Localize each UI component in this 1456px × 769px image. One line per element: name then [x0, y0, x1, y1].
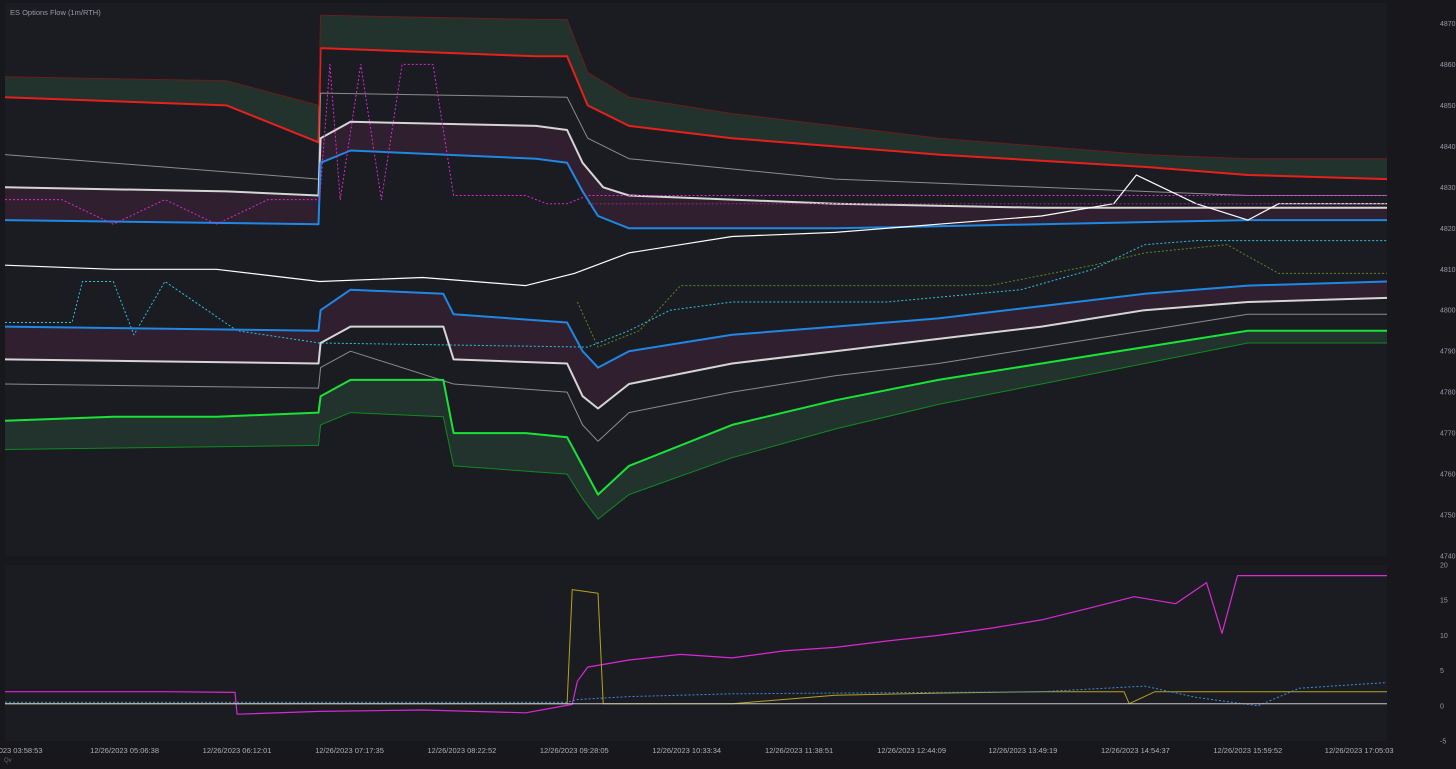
indicator-series-line-1 [5, 575, 1387, 715]
main-y-tick-label: 4820 [1440, 226, 1456, 233]
time-axis-ticks: 12/26/2023 03:58:53 12/26/2023 05:06:38 12… [0, 746, 1394, 755]
x-tick-label: 12/26/2023 10:33:34 [652, 746, 721, 755]
main-y-tick-label: 4800 [1440, 308, 1456, 315]
main-bands [5, 15, 1387, 520]
main-band-4 [5, 330, 1387, 520]
main-y-tick-label: 4860 [1440, 62, 1456, 69]
main-series-line-2 [4, 14, 1387, 160]
main-series-line-10 [4, 296, 1388, 410]
x-tick-label: 12/26/2023 15:59:52 [1213, 746, 1282, 755]
x-tick-label: 12/26/2023 13:49:19 [988, 746, 1057, 755]
main-series-line-9 [4, 280, 1388, 369]
indicator-axis[interactable] [1387, 565, 1451, 741]
main-series-line-7 [5, 240, 1387, 348]
indicator-y-axis-ticks: 20 15 10 5 0 -5 [1440, 563, 1448, 746]
main-series-line-1 [4, 47, 1388, 181]
main-y-tick-label: 4740 [1440, 554, 1456, 561]
main-series-line-13 [4, 342, 1387, 520]
x-tick-label: 12/26/2023 09:28:05 [540, 746, 609, 755]
main-band-1 [5, 15, 1387, 180]
main-series-line-14 [5, 63, 1387, 225]
indicator-y-tick-label: 5 [1440, 668, 1444, 675]
indicator-y-tick-label: -5 [1440, 739, 1446, 746]
main-y-tick-label: 4750 [1440, 513, 1456, 520]
indicator-y-tick-label: 10 [1440, 633, 1448, 640]
x-tick-label: 12/26/2023 05:06:38 [90, 746, 159, 755]
main-y-tick-label: 4780 [1440, 390, 1456, 397]
main-y-tick-label: 4810 [1440, 267, 1456, 274]
x-tick-label: 12/26/2023 12:44:09 [877, 746, 946, 755]
x-tick-label: 12/26/2023 08:22:52 [427, 746, 496, 755]
indicator-plot-area[interactable] [5, 565, 1387, 741]
main-y-tick-label: 4760 [1440, 472, 1456, 479]
main-y-tick-label: 4870 [1440, 21, 1456, 28]
main-band-3 [5, 281, 1387, 409]
x-tick-label: 12/26/2023 03:58:53 [0, 746, 43, 755]
indicator-y-tick-label: 20 [1440, 563, 1448, 570]
x-tick-label: 12/26/2023 06:12:01 [203, 746, 272, 755]
corner-label: Qv [4, 758, 12, 764]
main-series-line-12 [4, 329, 1387, 496]
indicator-series [5, 575, 1388, 715]
main-series-line-5 [4, 149, 1387, 230]
x-tick-label: 12/26/2023 14:54:37 [1101, 746, 1170, 755]
main-series [4, 14, 1388, 520]
main-band-2 [5, 121, 1387, 229]
main-y-axis-ticks: 4870 4860 4850 4840 4830 4820 4810 4800 4790 4780… [1440, 21, 1456, 561]
main-series-line-3 [4, 92, 1387, 196]
x-tick-label: 12/26/2023 11:38:51 [765, 746, 833, 755]
indicator-y-tick-label: 0 [1440, 703, 1444, 710]
main-y-tick-label: 4850 [1440, 103, 1456, 110]
indicator-y-tick-label: 15 [1440, 598, 1448, 605]
main-y-tick-label: 4840 [1440, 144, 1456, 151]
main-y-tick-label: 4830 [1440, 185, 1456, 192]
main-series-line-11 [4, 313, 1387, 442]
indicator-series-line-3 [5, 682, 1388, 707]
main-price-axis[interactable] [1387, 3, 1451, 556]
main-y-tick-label: 4790 [1440, 349, 1456, 356]
x-tick-label: 12/26/2023 17:05:03 [1325, 746, 1394, 755]
x-tick-label: 12/26/2023 07:17:35 [315, 746, 384, 755]
main-y-tick-label: 4770 [1440, 431, 1456, 438]
main-series-line-8 [576, 244, 1387, 348]
chart-title: ES Options Flow (1m/RTH) [10, 8, 101, 17]
